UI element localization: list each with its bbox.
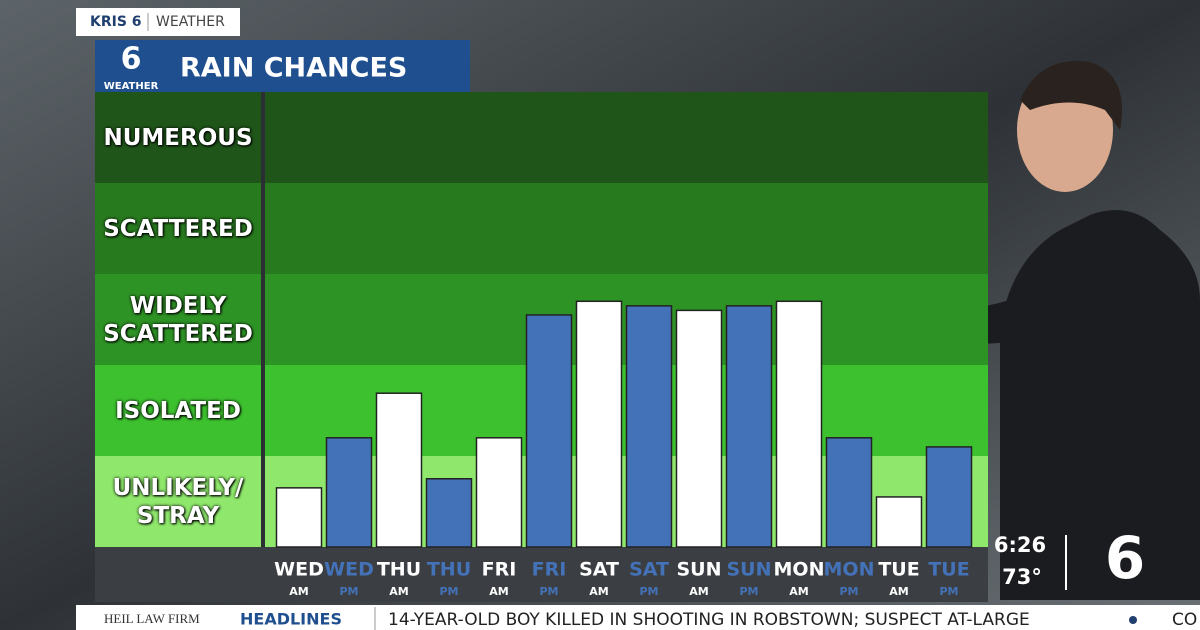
- bar: [725, 305, 773, 548]
- x-tick-period: AM: [389, 585, 408, 598]
- x-tick-label: WED: [324, 559, 374, 581]
- x-tick-period: AM: [789, 585, 808, 598]
- station-logo: 6: [1105, 524, 1145, 592]
- chart-title: RAIN CHANCES: [180, 53, 407, 84]
- y-tick-label: SCATTERED: [103, 215, 253, 242]
- label-band: [95, 274, 261, 365]
- bar: [575, 300, 623, 548]
- band: [265, 92, 988, 183]
- bar: [525, 314, 573, 548]
- x-tick-period: PM: [939, 585, 958, 598]
- bar: [275, 487, 323, 548]
- x-tick-period: PM: [539, 585, 558, 598]
- label-band: [95, 365, 261, 456]
- ticker-sponsor: HEIL LAW FIRM: [104, 611, 200, 626]
- x-tick-period: PM: [339, 585, 358, 598]
- y-tick-label: UNLIKELY/ STRAY: [112, 474, 244, 529]
- x-tick-period: AM: [889, 585, 908, 598]
- x-tick-label: THU: [377, 559, 421, 581]
- x-tick-period: PM: [839, 585, 858, 598]
- label-band: [95, 456, 261, 547]
- clock: 6:26: [994, 533, 1046, 557]
- section-name: WEATHER: [156, 14, 225, 30]
- x-tick-label: WED: [274, 559, 324, 581]
- ticker-bullet: [1129, 616, 1137, 624]
- ticker-bar: [76, 605, 1200, 630]
- x-tick-period: PM: [639, 585, 658, 598]
- station-name: KRIS 6: [90, 14, 142, 30]
- x-tick-period: AM: [589, 585, 608, 598]
- plot-separator: [261, 92, 265, 547]
- ticker-label: HEADLINES: [240, 610, 342, 629]
- x-axis-strip: [95, 547, 988, 602]
- label-band: [95, 183, 261, 274]
- x-tick-label: SAT: [629, 559, 669, 581]
- x-tick-period: PM: [439, 585, 458, 598]
- x-tick-label: TUE: [928, 559, 969, 581]
- y-tick-label: ISOLATED: [115, 397, 241, 424]
- station-tag: [76, 8, 240, 36]
- x-tick-period: PM: [739, 585, 758, 598]
- title-bar: [95, 40, 470, 95]
- bar: [875, 496, 923, 548]
- y-tick-label: WIDELY SCATTERED: [103, 292, 253, 347]
- ticker-headline: 14-YEAR-OLD BOY KILLED IN SHOOTING IN RO…: [388, 610, 1030, 630]
- temperature: 73°: [1002, 565, 1042, 589]
- x-tick-label: TUE: [878, 559, 919, 581]
- bar: [375, 392, 423, 548]
- bar: [625, 305, 673, 548]
- presenter-body: [1000, 210, 1200, 600]
- bar: [325, 437, 373, 548]
- x-tick-label: FRI: [532, 559, 567, 581]
- x-tick-period: AM: [689, 585, 708, 598]
- bar: [775, 300, 823, 548]
- x-tick-period: AM: [489, 585, 508, 598]
- ticker-next: CO: [1172, 610, 1197, 630]
- x-tick-label: SUN: [676, 559, 721, 581]
- x-tick-label: SUN: [726, 559, 771, 581]
- bar: [925, 446, 973, 548]
- x-tick-label: MON: [824, 559, 875, 581]
- bar: [675, 309, 723, 548]
- logo-word: WEATHER: [104, 81, 159, 92]
- presenter-hair: [1020, 61, 1122, 130]
- logo-number: 6: [121, 42, 142, 77]
- x-tick-period: AM: [289, 585, 308, 598]
- bar: [825, 437, 873, 548]
- x-tick-label: MON: [774, 559, 825, 581]
- y-tick-label: NUMEROUS: [103, 124, 253, 151]
- x-tick-label: SAT: [579, 559, 619, 581]
- x-tick-label: FRI: [482, 559, 517, 581]
- band: [265, 183, 988, 274]
- bar: [425, 478, 473, 548]
- bar: [475, 437, 523, 548]
- label-band: [95, 92, 261, 183]
- x-tick-label: THU: [427, 559, 471, 581]
